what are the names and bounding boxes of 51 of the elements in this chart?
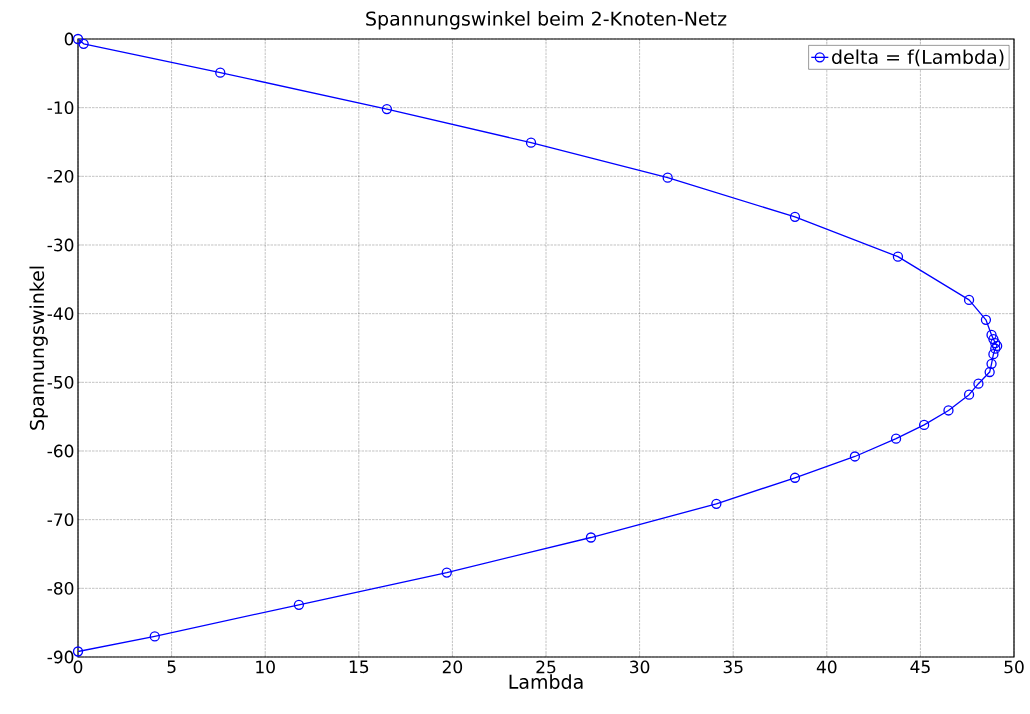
point bbox=[980, 314, 992, 325]
y-tick-label: -20 bbox=[47, 169, 74, 183]
point bbox=[984, 366, 995, 378]
y-tick-label: -50 bbox=[47, 375, 74, 389]
x-tick-label: 50 bbox=[1004, 660, 1024, 674]
point bbox=[149, 631, 160, 642]
point bbox=[890, 433, 902, 444]
point bbox=[986, 358, 997, 369]
x-axis-title: Lambda bbox=[509, 674, 583, 689]
point bbox=[963, 389, 975, 400]
point bbox=[963, 294, 975, 306]
y-tick-label: -60 bbox=[47, 444, 74, 458]
x-tick-label: 0 bbox=[73, 660, 83, 674]
y-tick-label: 0 bbox=[64, 32, 74, 46]
point bbox=[293, 599, 305, 610]
point bbox=[711, 498, 722, 510]
point bbox=[381, 103, 393, 115]
point bbox=[988, 333, 999, 345]
point bbox=[849, 451, 861, 462]
x-tick-label: 20 bbox=[442, 660, 463, 674]
point bbox=[988, 349, 999, 360]
x-tick-label: 25 bbox=[536, 660, 556, 674]
point bbox=[986, 329, 997, 341]
point bbox=[973, 378, 984, 389]
y-tick-label: -70 bbox=[47, 513, 74, 527]
x-tick-label: 30 bbox=[630, 660, 650, 674]
x-tick-label: 40 bbox=[816, 660, 837, 674]
point bbox=[215, 67, 226, 78]
point bbox=[789, 211, 801, 222]
y-tick-label: -40 bbox=[47, 307, 74, 321]
y-axis-title: Spannungswinkel bbox=[29, 266, 48, 430]
point bbox=[918, 419, 930, 431]
point bbox=[943, 405, 954, 416]
point bbox=[662, 172, 673, 183]
point bbox=[525, 137, 537, 148]
chart-title: Spannungswinkel beim 2-Knoten-Netz bbox=[366, 11, 727, 30]
x-tick-label: 10 bbox=[256, 660, 275, 674]
x-tick-label: 15 bbox=[349, 660, 369, 674]
y-tick-label: -90 bbox=[47, 650, 74, 664]
y-tick-label: -30 bbox=[47, 238, 74, 252]
y-tick-label: -10 bbox=[47, 101, 74, 115]
point bbox=[585, 532, 597, 543]
point bbox=[78, 38, 89, 49]
x-tick-label: 35 bbox=[723, 660, 743, 674]
x-tick-label: 45 bbox=[910, 660, 930, 674]
point bbox=[892, 251, 904, 262]
legend-label: delta = f(Lambda) bbox=[832, 49, 1004, 67]
x-tick-label: 5 bbox=[167, 660, 176, 674]
y-tick-label: -80 bbox=[47, 581, 74, 595]
point bbox=[789, 472, 801, 483]
point bbox=[441, 567, 452, 578]
